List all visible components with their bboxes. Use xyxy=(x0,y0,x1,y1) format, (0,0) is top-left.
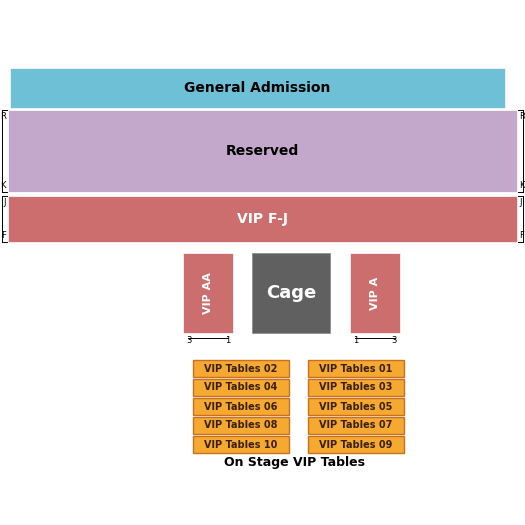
Text: VIP Tables 02: VIP Tables 02 xyxy=(204,363,278,373)
Text: 1: 1 xyxy=(225,336,230,345)
Bar xyxy=(308,417,404,434)
Text: Cage: Cage xyxy=(266,284,316,302)
Bar xyxy=(193,436,289,453)
Bar xyxy=(183,253,233,333)
Bar xyxy=(350,253,400,333)
Text: VIP F-J: VIP F-J xyxy=(237,212,288,226)
Text: R: R xyxy=(0,112,6,121)
Bar xyxy=(193,379,289,396)
Text: J: J xyxy=(4,198,6,207)
Text: R: R xyxy=(519,112,525,121)
Text: VIP Tables 09: VIP Tables 09 xyxy=(319,439,393,449)
Text: VIP Tables 05: VIP Tables 05 xyxy=(319,402,393,412)
Text: VIP Tables 08: VIP Tables 08 xyxy=(204,421,278,430)
Text: VIP A: VIP A xyxy=(370,276,380,310)
Text: 1: 1 xyxy=(353,336,358,345)
Text: K: K xyxy=(1,181,6,190)
Text: General Admission: General Admission xyxy=(184,81,331,95)
Text: VIP Tables 07: VIP Tables 07 xyxy=(319,421,393,430)
Bar xyxy=(193,398,289,415)
Bar xyxy=(8,196,517,242)
Text: K: K xyxy=(519,181,524,190)
Bar xyxy=(193,360,289,377)
Bar xyxy=(10,68,505,108)
Text: F: F xyxy=(1,231,6,240)
Text: VIP Tables 04: VIP Tables 04 xyxy=(204,383,278,393)
Text: VIP Tables 03: VIP Tables 03 xyxy=(319,383,393,393)
Text: J: J xyxy=(519,198,521,207)
Text: 3: 3 xyxy=(186,336,192,345)
Text: VIP Tables 01: VIP Tables 01 xyxy=(319,363,393,373)
Text: F: F xyxy=(519,231,524,240)
Text: Reserved: Reserved xyxy=(226,144,299,158)
Bar xyxy=(8,110,517,192)
Text: 3: 3 xyxy=(392,336,397,345)
Bar xyxy=(308,360,404,377)
Text: VIP AA: VIP AA xyxy=(203,272,213,314)
Bar xyxy=(308,379,404,396)
Bar xyxy=(308,398,404,415)
Text: VIP Tables 06: VIP Tables 06 xyxy=(204,402,278,412)
Bar xyxy=(252,253,330,333)
Bar xyxy=(193,417,289,434)
Text: On Stage VIP Tables: On Stage VIP Tables xyxy=(225,456,365,469)
Bar xyxy=(308,436,404,453)
Text: VIP Tables 10: VIP Tables 10 xyxy=(204,439,278,449)
